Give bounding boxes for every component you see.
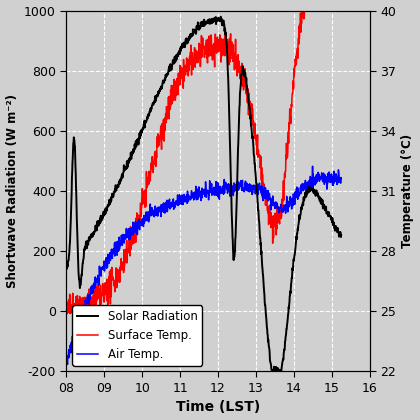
Y-axis label: Temperature (°C): Temperature (°C) <box>402 134 415 248</box>
Line: Solar Radiation: Solar Radiation <box>66 17 341 371</box>
Air Temp. <box>175 194 180 199</box>
Surface Temp. <box>185 57 190 62</box>
Solar Radiation <box>253 170 258 175</box>
Solar Radiation <box>279 369 284 374</box>
Air Temp. <box>65 362 70 367</box>
Solar Radiation <box>218 14 223 19</box>
Solar Radiation <box>185 37 190 42</box>
Air Temp. <box>278 202 284 207</box>
Air Temp. <box>284 205 289 210</box>
Surface Temp. <box>92 299 97 304</box>
Line: Surface Temp.: Surface Temp. <box>66 0 341 326</box>
Air Temp. <box>253 191 258 196</box>
Air Temp. <box>310 164 315 169</box>
Air Temp. <box>92 278 97 283</box>
Surface Temp. <box>253 131 258 136</box>
Surface Temp. <box>175 88 180 93</box>
Solar Radiation <box>64 266 69 271</box>
Solar Radiation <box>284 331 289 336</box>
X-axis label: Time (LST): Time (LST) <box>176 400 260 415</box>
Surface Temp. <box>284 152 289 158</box>
Solar Radiation <box>175 53 180 58</box>
Surface Temp. <box>278 216 284 221</box>
Legend: Solar Radiation, Surface Temp., Air Temp.: Solar Radiation, Surface Temp., Air Temp… <box>72 305 202 365</box>
Line: Air Temp.: Air Temp. <box>66 166 341 365</box>
Y-axis label: Shortwave Radiation (W m⁻²): Shortwave Radiation (W m⁻²) <box>5 94 18 288</box>
Air Temp. <box>185 190 190 195</box>
Air Temp. <box>64 361 69 366</box>
Solar Radiation <box>269 369 274 374</box>
Surface Temp. <box>81 323 86 328</box>
Solar Radiation <box>339 233 344 238</box>
Surface Temp. <box>64 297 69 302</box>
Air Temp. <box>339 177 344 182</box>
Solar Radiation <box>92 229 97 234</box>
